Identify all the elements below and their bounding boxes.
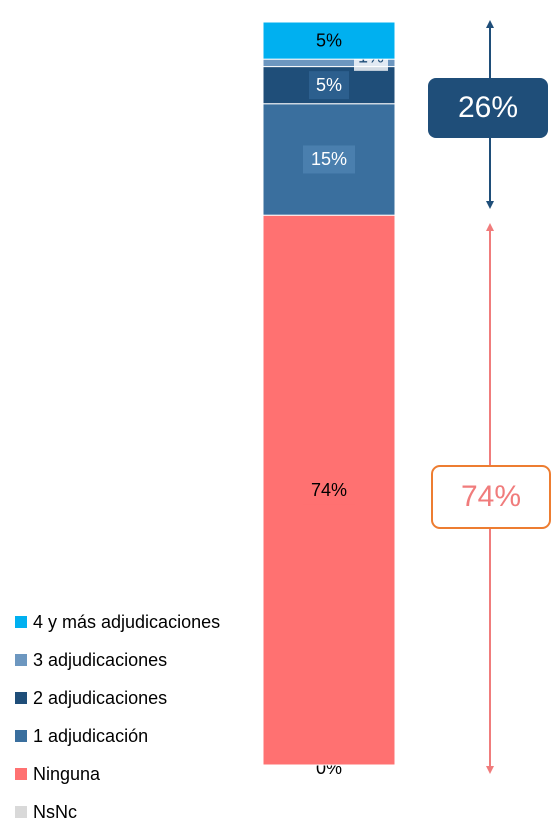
label-box <box>303 145 355 174</box>
annotation: 74% <box>461 480 521 513</box>
legend-swatch <box>15 730 27 742</box>
legend-label: Ninguna <box>33 764 101 784</box>
annotation-box <box>431 465 551 529</box>
legend-label: 3 adjudicaciones <box>33 650 167 670</box>
label-box <box>309 26 349 55</box>
value-label: 15% <box>311 149 347 169</box>
legend-swatch <box>15 616 27 628</box>
label-box <box>309 71 349 100</box>
legend-label: NsNc <box>33 802 77 822</box>
legend-swatch <box>15 768 27 780</box>
legend-label: 2 adjudicaciones <box>33 688 167 708</box>
annotation-box <box>428 78 548 138</box>
value-label: 74% <box>311 480 347 500</box>
value-label: 5% <box>316 75 342 95</box>
annotation: 26% <box>458 91 518 124</box>
legend-swatch <box>15 692 27 704</box>
value-label: 5% <box>316 30 342 50</box>
label-box <box>303 476 355 505</box>
legend-label: 4 y más adjudicaciones <box>33 612 220 632</box>
legend-swatch <box>15 806 27 818</box>
legend-label: 1 adjudicación <box>33 726 148 746</box>
legend-swatch <box>15 654 27 666</box>
